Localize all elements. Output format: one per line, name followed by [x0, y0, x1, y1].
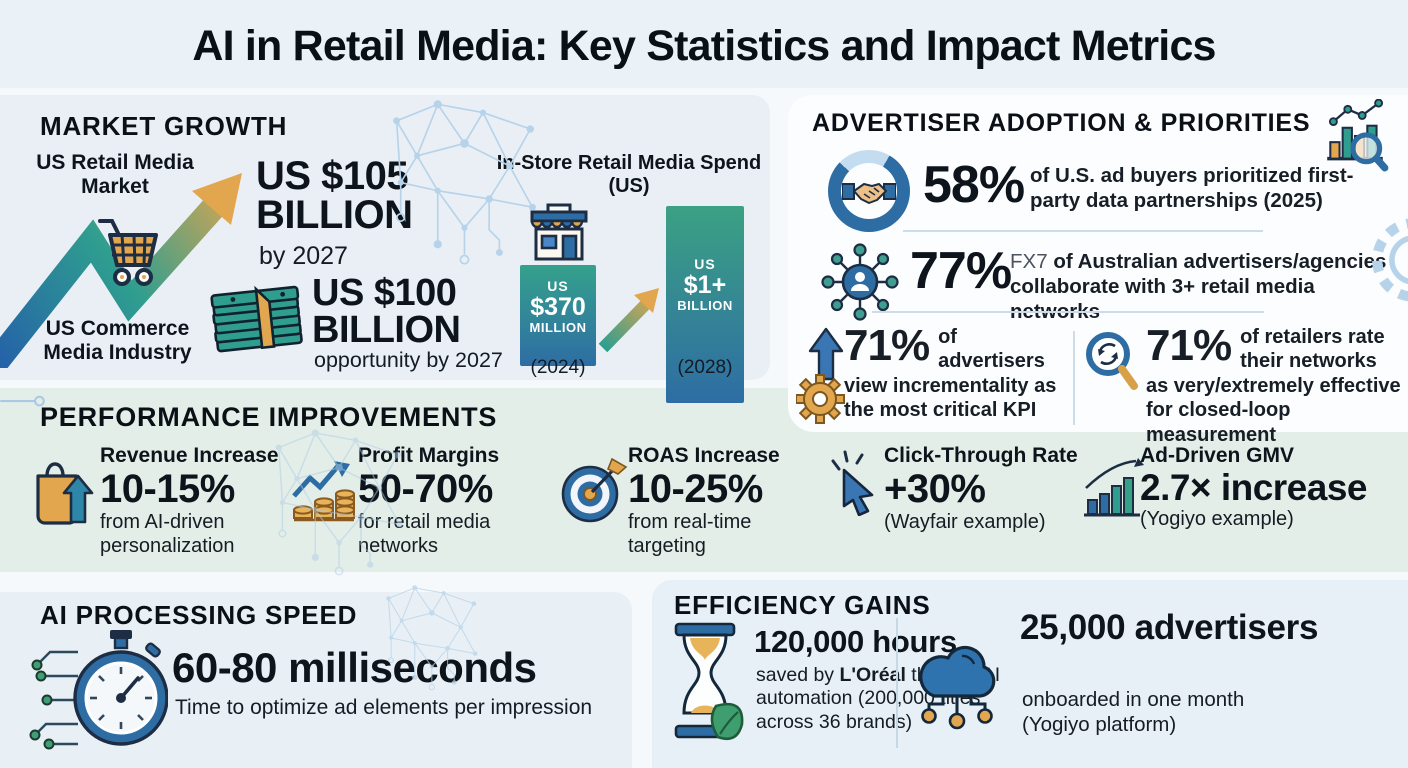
adoption-heading: ADVERTISER ADOPTION & PRIORITIES	[812, 109, 1311, 137]
adoption-stat-value: 77%	[910, 242, 1012, 300]
market-growth-heading: MARKET GROWTH	[40, 111, 288, 141]
storefront-icon	[530, 203, 588, 261]
stat-label: Profit Margins	[358, 444, 500, 467]
adoption-stat-closed-loop: 71% of retailers rate their networks as v…	[1146, 321, 1402, 447]
people-network-icon	[821, 243, 899, 321]
adoption-stat-text: FX7 of Australian advertisers/agencies c…	[1010, 250, 1387, 323]
performance-stat: Profit Margins 50-70% for retail media n…	[358, 444, 533, 558]
instore-chart-title: In-Store Retail Media Spend (US)	[496, 152, 762, 197]
speed-note: Time to optimize ad elements per impress…	[175, 696, 593, 719]
stat-note: (Wayfair example)	[884, 511, 1046, 534]
stat-note: for retail media networks	[358, 511, 491, 557]
instore-year-2024: (2024)	[530, 357, 586, 378]
stat-label: ROAS Increase	[628, 444, 780, 467]
adoption-stat-value: 58%	[923, 156, 1025, 214]
growth-arrow-icon	[598, 288, 659, 353]
instore-bar-2028: US $1+ BILLION	[666, 206, 744, 403]
stat-value: +30%	[884, 467, 986, 511]
stat-note: from real-time targeting	[628, 511, 752, 557]
adoption-stat-value: 71%	[844, 321, 930, 370]
stat-label: Revenue Increase	[100, 444, 279, 467]
commerce-industry-value: US $100 BILLION	[312, 272, 461, 351]
money-stack-icon	[210, 285, 303, 353]
stat-note: from AI-driven personalization	[100, 511, 235, 557]
efficiency-panel: EFFICIENCY GAINS 120,000 hours saved by …	[652, 580, 1408, 768]
divider	[872, 311, 1264, 313]
stat-note: (Yogiyo example)	[1140, 507, 1294, 530]
stat-value: 2.7× increase	[1140, 467, 1368, 508]
adoption-panel: ADVERTISER ADOPTION & PRIORITIES	[788, 95, 1408, 446]
coins-growth-icon	[292, 461, 355, 522]
growth-zigzag-arrow-icon	[0, 173, 242, 368]
divider	[896, 618, 898, 748]
circuit-dots-decoration	[29, 650, 78, 750]
efficiency-stat-value: 25,000 advertisers	[1020, 608, 1319, 647]
efficiency-heading: EFFICIENCY GAINS	[674, 590, 931, 620]
adoption-stat-text: of U.S. ad buyers prioritized first-part…	[1030, 164, 1354, 212]
title-band	[0, 0, 1408, 88]
commerce-industry-label: US Commerce Media Industry	[43, 317, 192, 365]
speed-panel: AI PROCESSING SPEED 60-80 milliseconds T…	[0, 592, 632, 768]
shopping-cart-icon	[98, 219, 158, 286]
magnifier-sync-icon	[1086, 332, 1138, 390]
market-growth-panel: MARKET GROWTH US Retail Media Market US …	[0, 95, 770, 403]
adoption-stat-text: of advertisers view incrementality as th…	[844, 326, 1057, 422]
efficiency-stat-note: onboarded in one month (Yogiyo platform)	[1022, 688, 1245, 736]
performance-stat: Revenue Increase 10-15% from AI-driven p…	[100, 444, 290, 558]
performance-stat: Ad-Driven GMV 2.7× increase (Yogiyo exam…	[1140, 444, 1408, 532]
performance-stat: ROAS Increase 10-25% from real-time targ…	[628, 444, 788, 558]
stat-label: Ad-Driven GMV	[1140, 444, 1295, 467]
retail-market-value: US $105 BILLION	[256, 154, 413, 237]
glitch-text: FX7	[1010, 250, 1048, 273]
cursor-click-icon	[831, 450, 874, 516]
stat-value: 10-15%	[100, 467, 235, 511]
up-arrow-gear-icon	[796, 327, 845, 424]
stat-value: 10-25%	[628, 467, 763, 511]
cloud-network-icon	[919, 645, 996, 730]
performance-stat: Click-Through Rate +30% (Wayfair example…	[884, 444, 1094, 535]
adoption-stat-value: 71%	[1146, 321, 1232, 370]
speed-heading: AI PROCESSING SPEED	[40, 600, 358, 630]
stat-value: 50-70%	[358, 467, 493, 511]
chart-magnifier-icon	[1327, 99, 1389, 172]
stopwatch-icon	[73, 630, 168, 746]
page-title: AI in Retail Media: Key Statistics and I…	[192, 22, 1216, 70]
bar-growth-icon	[1084, 458, 1144, 517]
performance-heading: PERFORMANCE IMPROVEMENTS	[40, 402, 498, 432]
retail-market-label: US Retail Media Market	[36, 151, 194, 199]
speed-value: 60-80 milliseconds	[172, 644, 537, 691]
brand-name: L'Oréal	[839, 664, 906, 686]
stat-label: Click-Through Rate	[884, 444, 1078, 467]
adoption-stat-text: of retailers rate their networks as very…	[1146, 326, 1401, 446]
target-dart-icon	[561, 457, 628, 523]
instore-year-2028: (2028)	[677, 357, 733, 378]
shopping-bag-icon	[36, 462, 94, 525]
divider	[903, 230, 1263, 232]
retail-market-note: by 2027	[259, 242, 348, 270]
hourglass-leaf-icon	[674, 622, 744, 741]
divider	[1073, 331, 1075, 425]
adoption-stat-incrementality: 71% of advertisers view incrementality as…	[844, 321, 1066, 423]
instore-bar-2024: US $370 MILLION	[520, 265, 596, 366]
handshake-donut-icon	[828, 150, 910, 232]
commerce-industry-note: opportunity by 2027	[314, 348, 503, 372]
efficiency-stat-value: 120,000 hours	[754, 624, 957, 659]
